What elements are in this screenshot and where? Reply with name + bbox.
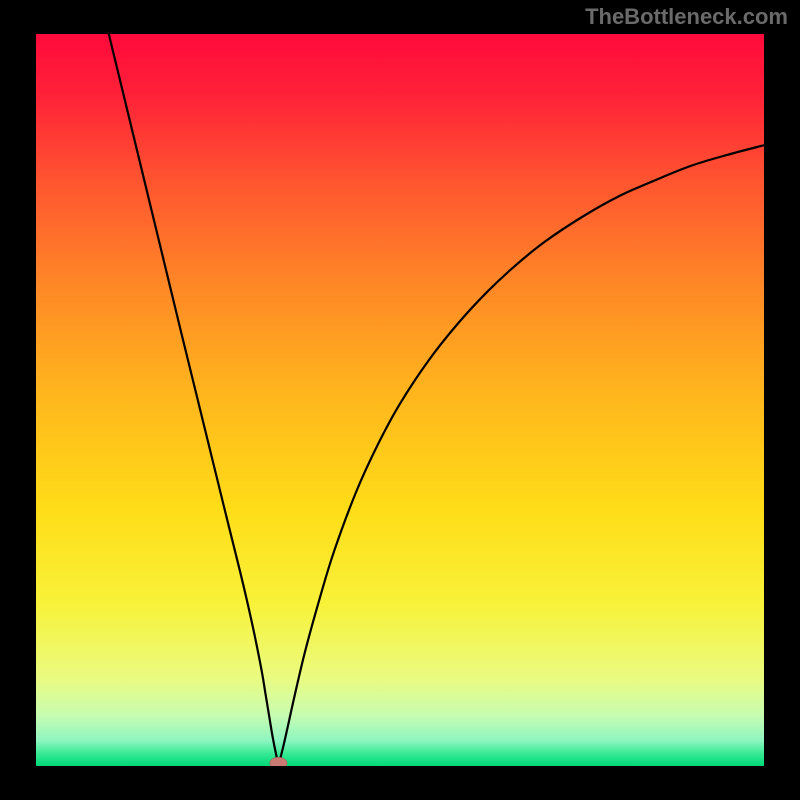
gradient-background bbox=[36, 34, 764, 766]
chart-svg bbox=[36, 34, 764, 766]
chart-container: TheBottleneck.com bbox=[0, 0, 800, 800]
plot-area bbox=[36, 34, 764, 766]
watermark-text: TheBottleneck.com bbox=[585, 4, 788, 30]
